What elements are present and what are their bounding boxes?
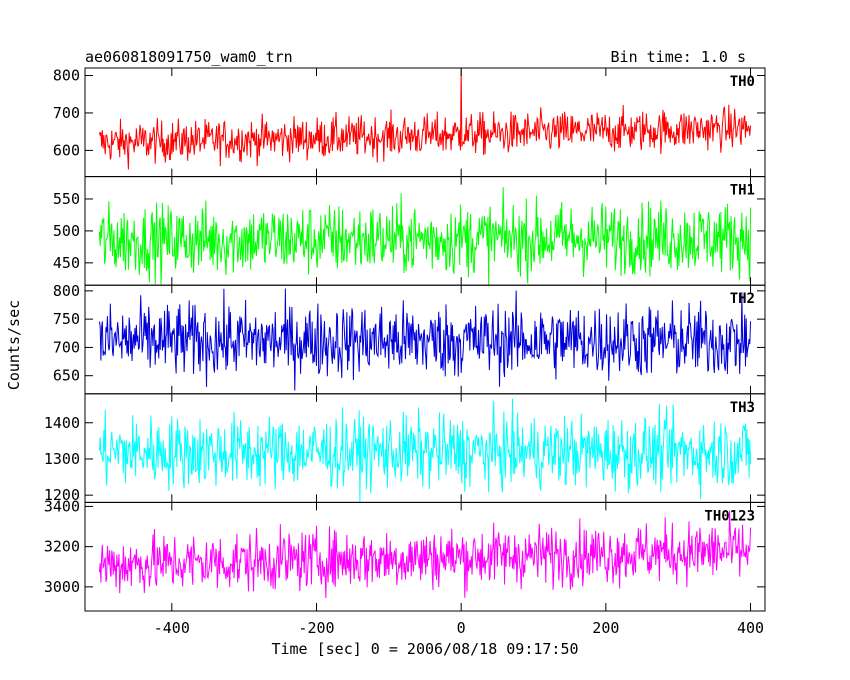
x-tick-label: -400: [154, 619, 190, 637]
y-tick-label: 550: [53, 190, 80, 208]
y-tick-label: 3000: [44, 578, 80, 596]
x-tick-label: -200: [298, 619, 334, 637]
y-tick-label: 3200: [44, 538, 80, 556]
panel-label-th3: TH3: [730, 400, 755, 416]
y-tick-label: 1300: [44, 450, 80, 468]
x-axis-label: Time [sec] 0 = 2006/08/18 09:17:50: [271, 640, 578, 658]
series-line-th3: [98, 398, 752, 503]
plot-title: ae060818091750_wam0_trn: [85, 48, 293, 66]
panel-label-th2: TH2: [730, 291, 755, 307]
x-tick-label: 400: [737, 619, 764, 637]
panels-group: 600 700 800 TH0 450 500 550 TH1 650 700 750 800 TH2 1…: [44, 66, 766, 637]
y-tick-label: 700: [53, 338, 80, 356]
bin-time-label: Bin time: 1.0 s: [611, 48, 746, 66]
y-axis-label: Counts/sec: [5, 300, 23, 390]
series-line-th1: [98, 186, 752, 286]
y-tick-label: 1200: [44, 486, 80, 504]
series-line-th0: [98, 67, 752, 170]
y-tick-label: 500: [53, 222, 80, 240]
y-tick-label: 750: [53, 310, 80, 328]
panel-label-th0: TH0: [730, 74, 755, 90]
y-tick-label: 800: [53, 66, 80, 84]
x-tick-label: 200: [592, 619, 619, 637]
series-line-th0123: [98, 510, 752, 598]
y-tick-label: 450: [53, 254, 80, 272]
y-tick-label: 700: [53, 104, 80, 122]
y-tick-label: 600: [53, 141, 80, 159]
x-tick-label: 0: [457, 619, 466, 637]
y-tick-label: 650: [53, 367, 80, 385]
y-tick-label: 3400: [44, 497, 80, 515]
y-tick-label: 1400: [44, 414, 80, 432]
panel-frame-th0123: [84, 501, 766, 612]
panel-label-th0123: TH0123: [704, 508, 755, 524]
panel-label-th1: TH1: [730, 183, 755, 199]
series-line-th2: [98, 288, 752, 391]
y-tick-label: 800: [53, 282, 80, 300]
